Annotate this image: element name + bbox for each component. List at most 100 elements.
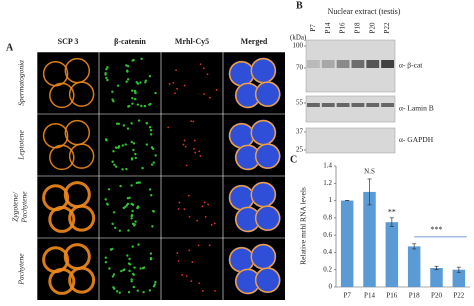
cell-stain <box>131 102 134 105</box>
cell-stain <box>176 252 179 254</box>
column-header: β-catenin <box>114 37 146 46</box>
lane-label: P16 <box>339 22 347 33</box>
cell-stain <box>125 167 128 171</box>
cell-stain <box>132 142 136 145</box>
cell-stain <box>116 84 120 87</box>
blot <box>305 39 396 93</box>
blot-band <box>336 60 350 68</box>
blot-band <box>351 103 365 107</box>
cell-stain <box>148 289 152 292</box>
column-header: Mrhl-Cy5 <box>175 37 209 46</box>
cell-stain <box>131 96 134 100</box>
cell-stain <box>126 78 130 81</box>
cell-stain <box>122 206 125 210</box>
cell-stain <box>114 146 118 149</box>
cell-stain <box>148 188 152 191</box>
lane-label: P18 <box>354 22 362 33</box>
cell-stain <box>151 147 155 151</box>
row-label: Leptotene <box>17 130 26 161</box>
cell-stain <box>131 222 135 226</box>
y-tick-label: 0.6 <box>323 231 332 239</box>
cell-stain <box>126 70 129 73</box>
blot-band <box>366 60 380 68</box>
cell-stain <box>198 282 201 285</box>
cell-stain <box>203 93 206 95</box>
kda-marker: 25 <box>296 146 304 154</box>
cell-stain <box>49 144 75 171</box>
cell-stain <box>141 166 144 170</box>
row-label: Spermatogonia <box>17 60 26 106</box>
cell-stain <box>130 278 133 281</box>
cell-stain <box>130 157 134 160</box>
cell-stain <box>111 275 115 278</box>
cell-stain <box>105 68 108 71</box>
cell-stain <box>118 291 121 294</box>
cell-stain <box>149 102 152 106</box>
cell-stain <box>183 139 186 142</box>
error-bar <box>412 243 417 250</box>
cell-stain <box>106 66 109 69</box>
cell-stain <box>214 290 216 292</box>
kda-label: (kDa) <box>290 34 307 42</box>
cell-stain <box>132 272 135 276</box>
bar <box>363 191 376 287</box>
cell-stain <box>206 73 209 76</box>
cell-stain <box>48 267 76 295</box>
cell-stain <box>133 266 136 269</box>
cell-stain <box>149 128 153 132</box>
cell-stain <box>126 197 130 200</box>
blot-band <box>321 60 335 68</box>
cell-stain <box>250 57 277 84</box>
y-tick-label: 0.8 <box>323 213 332 221</box>
cell-stain <box>140 57 143 61</box>
cell-stain <box>201 289 204 292</box>
cell-stain <box>148 126 152 129</box>
blot-band <box>321 103 335 107</box>
cell-stain <box>254 267 281 294</box>
blot-band <box>381 103 394 107</box>
cell-stain <box>228 60 255 87</box>
cell-stain <box>125 64 128 67</box>
lane-label: P20 <box>368 22 376 33</box>
cell-stain <box>174 92 176 95</box>
cell-stain <box>185 275 188 277</box>
cell-stain <box>126 127 130 130</box>
cell-stain <box>194 151 197 154</box>
cell-stain <box>182 143 185 146</box>
cell-stain <box>250 181 277 208</box>
annotation: ** <box>388 207 396 216</box>
cell-stain <box>154 154 157 157</box>
cell-stain <box>68 81 95 107</box>
cell-stain <box>140 104 143 108</box>
cell-stain <box>181 274 183 276</box>
cell-stain <box>131 210 134 213</box>
cell-stain <box>127 291 131 294</box>
cell-stain <box>201 205 204 208</box>
bar <box>407 246 421 287</box>
cell-stain <box>68 266 96 294</box>
cell-stain <box>228 122 255 149</box>
cell-stain <box>188 249 191 252</box>
bar <box>430 267 443 287</box>
cell-stain <box>149 133 153 136</box>
x-tick-label: P22 <box>453 292 464 300</box>
error-bar <box>389 217 394 227</box>
cell-stain <box>143 104 147 108</box>
cell-stain <box>183 208 186 211</box>
cell-stain <box>176 87 178 90</box>
cell-stain <box>112 286 115 289</box>
cell-stain <box>134 152 137 156</box>
cell-stain <box>134 220 137 223</box>
cell-stain <box>135 181 138 185</box>
cell-stain <box>106 202 109 206</box>
cell-stain <box>132 148 135 152</box>
cell-stain <box>114 165 118 168</box>
cell-stain <box>126 254 129 257</box>
cell-stain <box>234 144 261 171</box>
cell-stain <box>149 258 153 261</box>
cell-stain <box>145 143 149 146</box>
cell-stain <box>172 82 175 84</box>
column-header: SCP 3 <box>58 37 79 46</box>
error-bar <box>434 265 439 271</box>
cell-stain <box>250 119 277 146</box>
